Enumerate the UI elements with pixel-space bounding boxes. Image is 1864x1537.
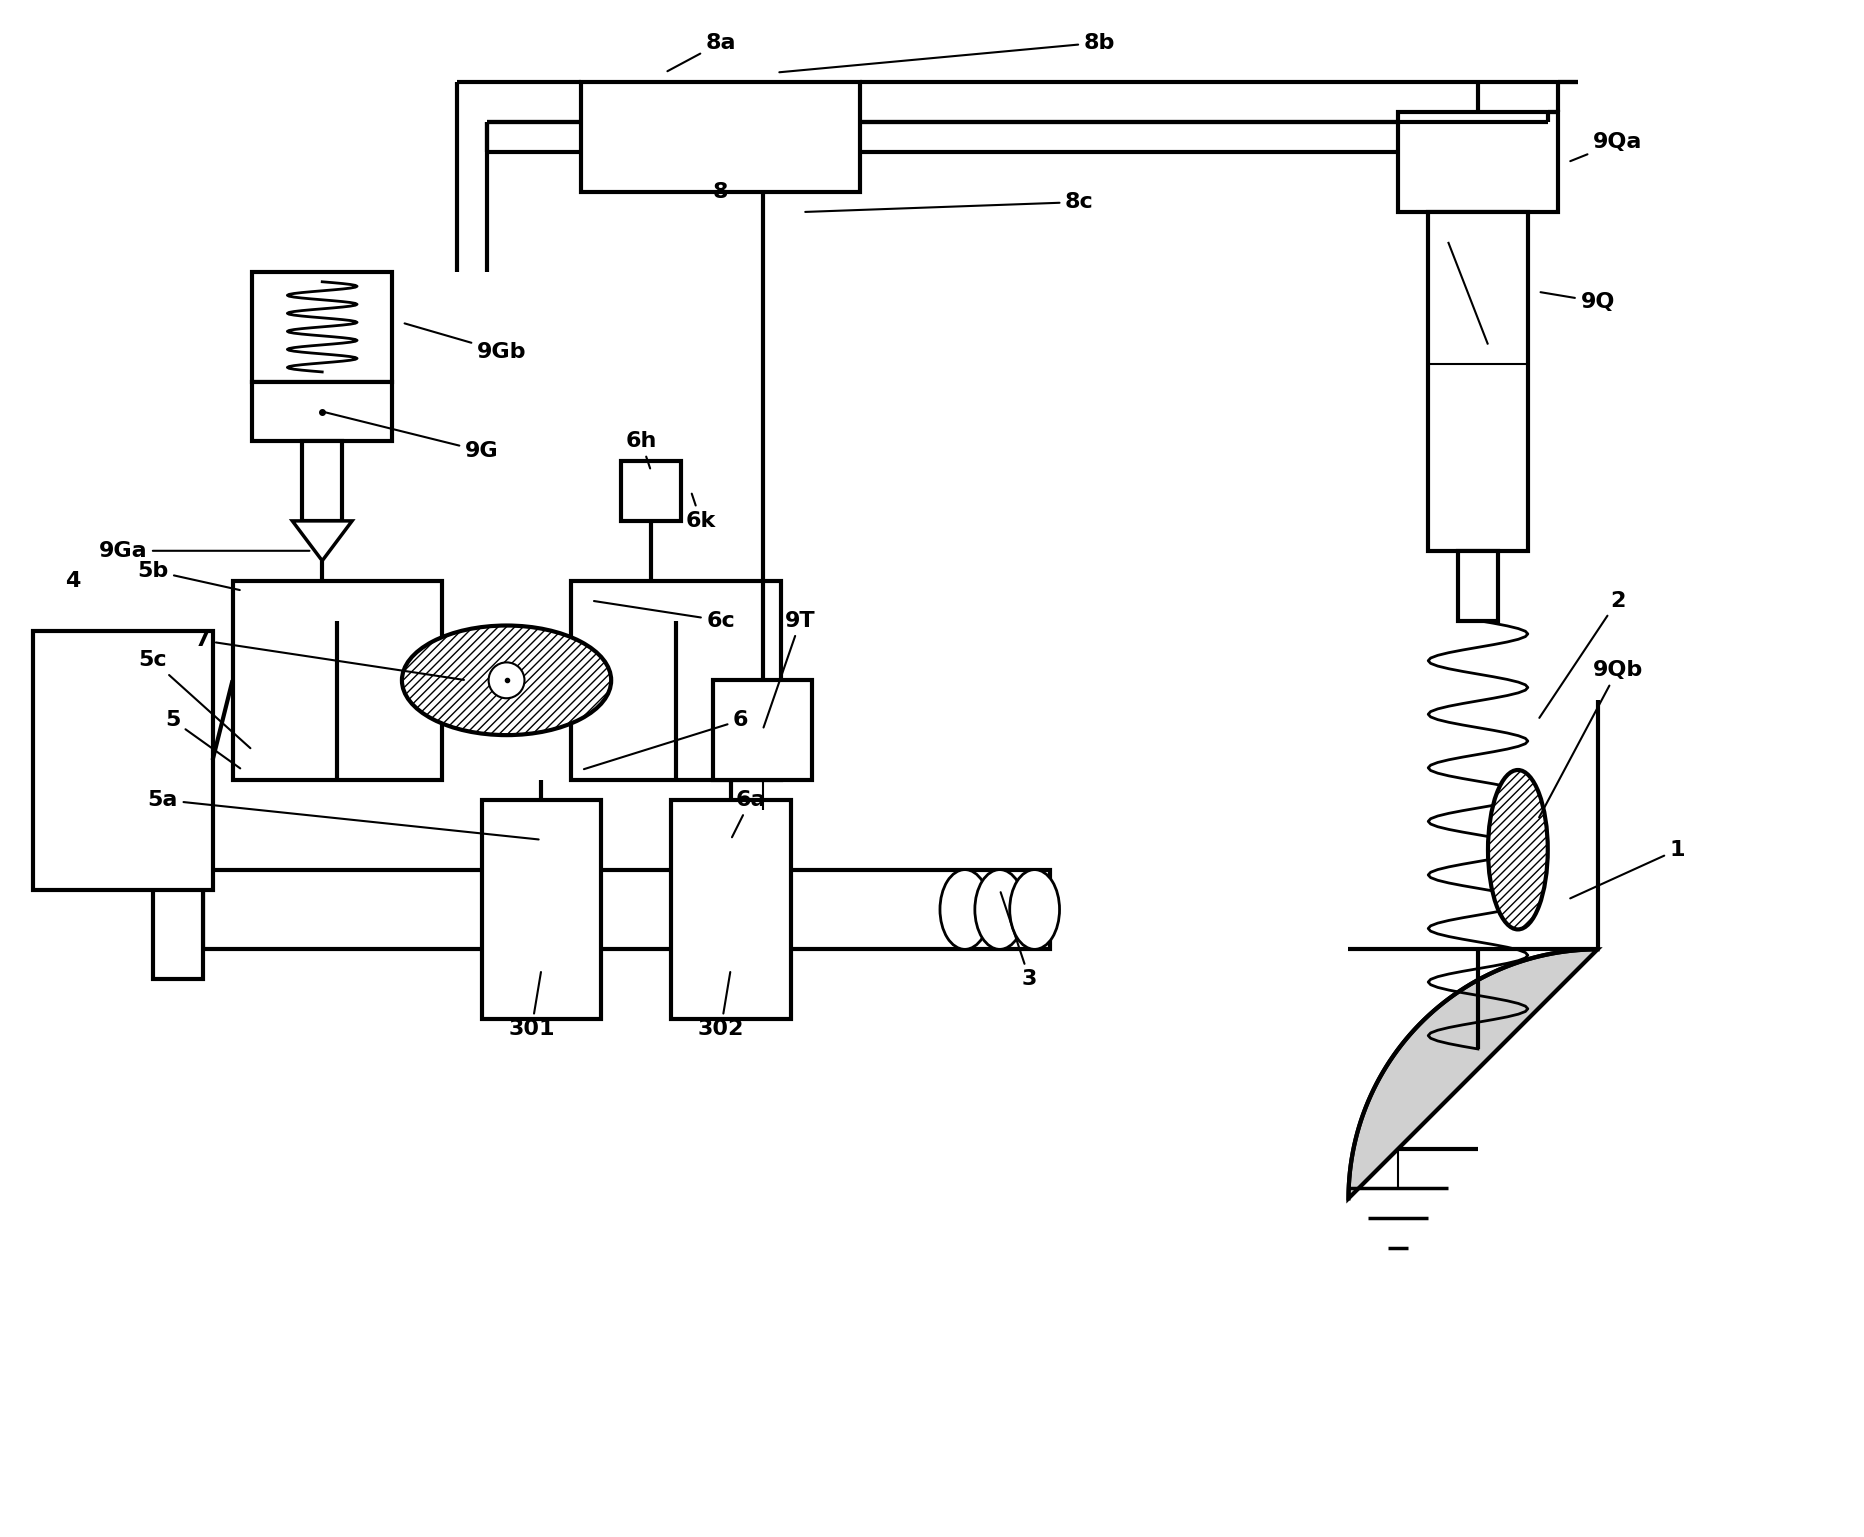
Text: 5b: 5b <box>138 561 240 590</box>
Text: 8a: 8a <box>667 32 736 71</box>
Bar <box>712 681 813 779</box>
Text: 8b: 8b <box>779 32 1115 72</box>
Text: 9Ga: 9Ga <box>99 541 309 561</box>
Text: 8: 8 <box>712 181 729 201</box>
Polygon shape <box>293 521 352 561</box>
Text: 9Qb: 9Qb <box>1538 661 1642 818</box>
Bar <box>1398 112 1556 212</box>
Text: 9Qa: 9Qa <box>1569 132 1642 161</box>
Bar <box>621 461 680 521</box>
Text: 2: 2 <box>1538 590 1624 718</box>
Text: 9G: 9G <box>324 412 498 461</box>
Text: 7: 7 <box>196 630 464 679</box>
Text: 6h: 6h <box>624 432 656 469</box>
Ellipse shape <box>975 870 1023 950</box>
Bar <box>252 381 391 441</box>
Text: 3: 3 <box>1001 891 1036 990</box>
Bar <box>302 441 341 521</box>
Ellipse shape <box>1487 770 1547 930</box>
Text: 301: 301 <box>507 971 554 1039</box>
Bar <box>34 630 212 890</box>
Text: 6c: 6c <box>593 601 734 630</box>
Ellipse shape <box>939 870 990 950</box>
Bar <box>570 581 781 779</box>
Text: 9Q: 9Q <box>1540 292 1614 312</box>
Text: 6a: 6a <box>731 790 766 838</box>
Text: 4: 4 <box>65 570 80 590</box>
Bar <box>671 799 790 1019</box>
Bar <box>203 870 1049 950</box>
Circle shape <box>488 662 524 698</box>
Text: 5c: 5c <box>138 650 250 749</box>
Text: 6: 6 <box>583 710 747 768</box>
Bar <box>153 839 203 979</box>
Text: 9T: 9T <box>762 610 815 727</box>
Ellipse shape <box>403 626 611 735</box>
Text: 302: 302 <box>697 971 744 1039</box>
Polygon shape <box>1348 950 1597 1199</box>
Ellipse shape <box>1008 870 1059 950</box>
Text: 8c: 8c <box>805 192 1094 212</box>
Text: 9Gb: 9Gb <box>404 323 526 361</box>
Text: 6k: 6k <box>686 493 716 530</box>
Bar <box>1428 212 1527 550</box>
Bar <box>481 799 600 1019</box>
Text: 5: 5 <box>166 710 240 768</box>
Bar <box>1458 550 1497 621</box>
Bar <box>582 83 859 192</box>
Text: 1: 1 <box>1569 839 1685 898</box>
Text: 5a: 5a <box>147 790 539 839</box>
Bar <box>252 272 391 381</box>
Bar <box>233 581 442 779</box>
